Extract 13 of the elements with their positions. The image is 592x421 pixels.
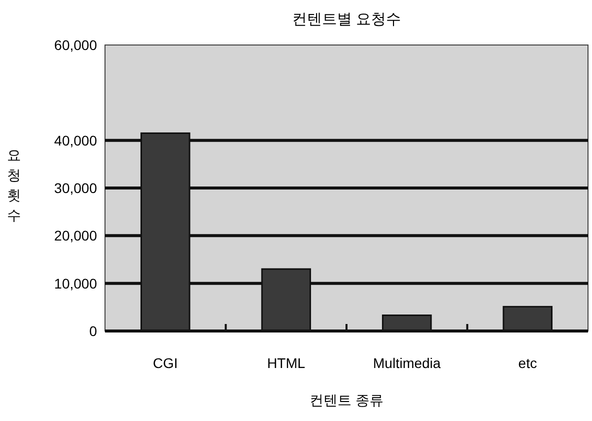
x-tick-label: HTML: [267, 355, 306, 371]
x-tick-label: CGI: [152, 355, 178, 371]
y-tick-label: 20,000: [54, 228, 98, 244]
x-tick-label: Multimedia: [373, 355, 441, 371]
y-axis-title: 요청횟수: [7, 147, 21, 223]
chart-title: 컨텐트별 요청수: [292, 11, 402, 28]
x-axis-title: 컨텐트 종류: [310, 392, 384, 408]
y-tick-label: 0: [89, 323, 98, 339]
y-tick-label: 60,000: [54, 37, 98, 53]
y-tick-label: 10,000: [54, 275, 98, 292]
x-tick-label: etc: [518, 355, 537, 371]
y-tick-label: 40,000: [54, 132, 98, 148]
y-tick-label: 30,000: [54, 180, 98, 196]
